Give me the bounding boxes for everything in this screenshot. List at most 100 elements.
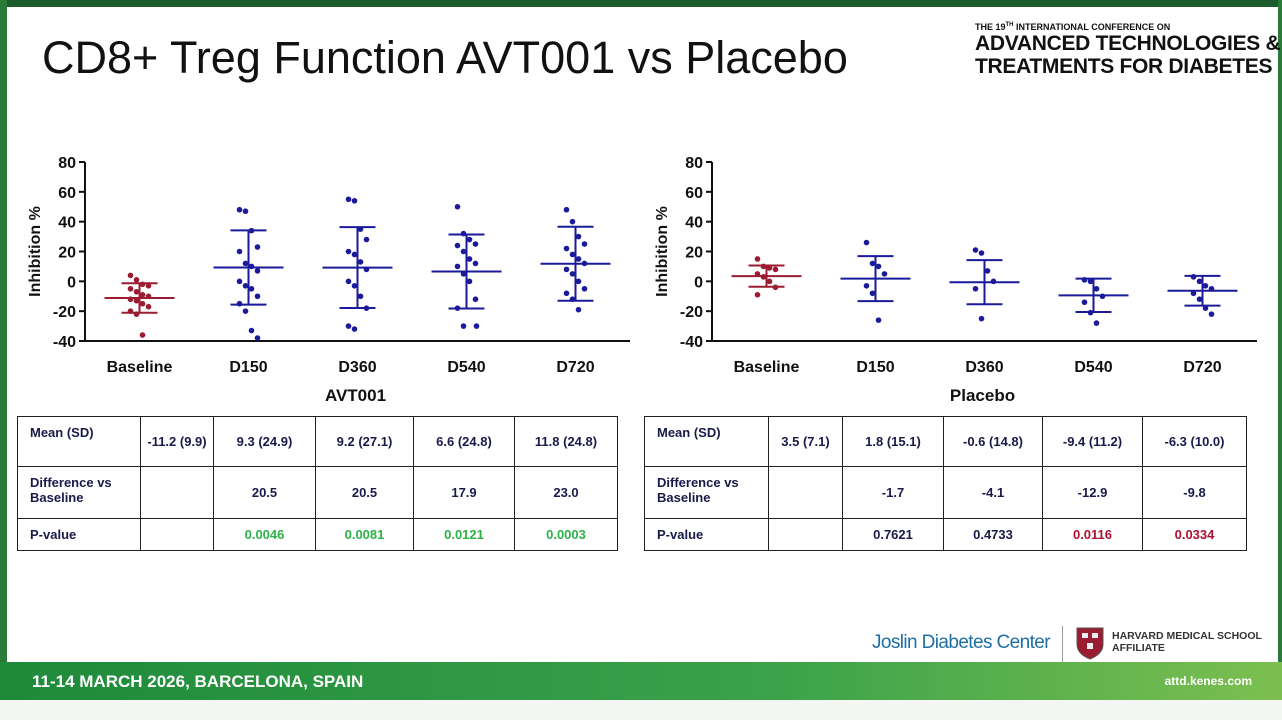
data-point [869,290,876,297]
x-axis-label: Placebo [950,386,1015,405]
data-point [363,236,370,243]
data-point [236,248,243,255]
data-point [772,266,779,273]
data-point [351,251,358,258]
row-header: P-value [644,518,769,551]
superscript: TH [1005,22,1014,28]
data-point [133,297,140,304]
x-tick-label: D150 [856,359,894,376]
data-point [581,241,588,247]
chart: -40 -20 0 20 40 60 80 Inhibition % AVT001 Baselin… [27,155,630,405]
data-point [357,259,364,265]
data-point [466,256,473,262]
data-point [575,306,582,313]
data-point [145,283,152,289]
data-point [978,250,985,256]
y-tick-label: 40 [58,215,76,232]
table-cell: -1.7 [842,466,944,519]
x-tick-label: D150 [229,359,267,376]
y-tick-label: 80 [685,155,703,172]
data-point [242,260,249,267]
data-point [1093,285,1100,292]
data-point [254,293,261,300]
table-cell: -12.9 [1042,466,1143,519]
data-point [139,332,146,338]
table-cell: 6.6 (24.8) [413,416,515,467]
y-axis-label: Inhibition % [654,206,671,297]
table-cell [768,466,843,519]
y-tick-label: -40 [680,334,703,351]
dot-group [540,206,611,313]
data-point [1087,309,1094,316]
data-point [466,278,473,285]
data-point [145,293,152,300]
y-tick-label: 80 [58,155,76,172]
table-cell [140,518,214,551]
data-point [863,239,870,246]
data-point [254,335,261,341]
x-axis-label: AVT001 [325,386,386,405]
results-table: Mean (SD) -11.2 (9.9) 9.3 (24.9) 9.2 (27.1)… [17,416,618,551]
data-point [990,278,997,285]
table-cell: 0.0116 [1042,518,1143,551]
data-point [1202,305,1209,311]
table-cell: 1.8 (15.1) [842,416,944,467]
data-point [248,263,255,270]
data-point [1190,290,1197,297]
x-tick-label: D360 [965,359,1003,376]
data-point [351,197,358,204]
text: AFFILIATE [1112,642,1165,654]
x-tick-label: D540 [447,359,485,376]
table-cell: -6.3 (10.0) [1142,416,1247,467]
footer: 11-14 MARCH 2026, BARCELONA, SPAIN attd.… [0,662,1282,700]
data-point [869,260,876,267]
data-point [569,251,576,258]
table-cell: -0.6 (14.8) [943,416,1043,467]
data-point [1099,293,1106,300]
data-point [133,311,140,317]
row-header: Difference vs Baseline [644,466,769,519]
bottom-band [0,700,1282,720]
data-point [145,303,152,310]
table-cell: 20.5 [213,466,316,519]
data-point [881,271,888,277]
dot-group [104,272,175,338]
x-tick-label: Baseline [734,359,800,376]
data-point [345,323,352,329]
data-point [972,285,979,292]
event-url: attd.kenes.com [1164,674,1252,688]
data-point [1196,296,1203,303]
data-point [345,196,352,203]
table-cell: -9.8 [1142,466,1247,519]
data-point [254,268,261,274]
data-point [139,291,146,298]
data-point [875,317,882,323]
data-point [236,278,243,285]
dot-group [840,239,911,323]
data-point [581,260,588,267]
data-point [563,290,570,297]
table-row: Difference vs Baseline -1.7 -4.1 -12.9 -9.8 [644,466,1247,519]
dot-group [431,203,502,329]
data-point [133,288,140,295]
data-point [357,226,364,232]
table-cell: 0.7621 [842,518,944,551]
data-point [569,271,576,277]
slide-title: CD8+ Treg Function AVT001 vs Placebo [42,32,848,83]
table-cell: -4.1 [943,466,1043,519]
data-point [972,247,979,253]
data-point [760,274,767,280]
data-point [454,242,461,249]
data-point [460,323,467,329]
table-cell: 0.0046 [213,518,316,551]
row-header: Mean (SD) [17,416,141,467]
data-point [1081,277,1088,283]
x-tick-label: Baseline [107,359,173,376]
table-cell: -9.4 (11.2) [1042,416,1143,467]
frame [0,0,7,662]
table-cell: 17.9 [413,466,515,519]
row-header: P-value [17,518,141,551]
data-point [1081,299,1088,306]
y-axis-label: Inhibition % [27,206,44,297]
